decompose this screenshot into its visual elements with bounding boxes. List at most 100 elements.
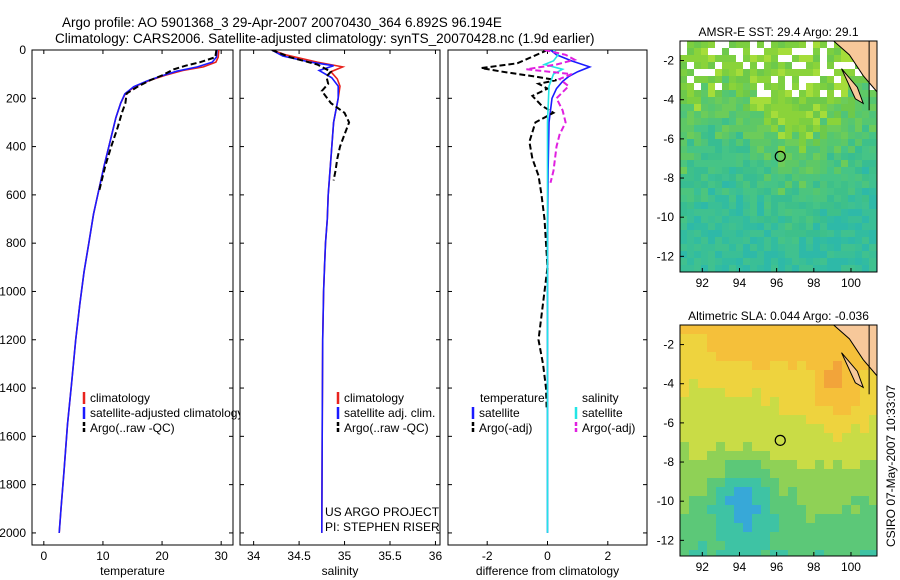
map-cell — [770, 397, 780, 407]
map-cell — [792, 209, 800, 217]
map-cell — [764, 62, 772, 70]
map-cell — [687, 251, 695, 259]
map-cell — [761, 460, 771, 470]
map-cell — [680, 469, 690, 479]
map-cell — [680, 532, 690, 542]
map-cell — [833, 361, 843, 371]
map-cell — [687, 195, 695, 203]
map-cell — [729, 174, 737, 182]
map-cell — [855, 132, 863, 140]
map-cell — [736, 174, 744, 182]
map-cell — [687, 202, 695, 210]
map-cell — [824, 397, 834, 407]
map-cell — [869, 174, 877, 182]
map-cell — [701, 41, 709, 49]
map-cell — [785, 181, 793, 189]
map-cell — [743, 125, 751, 133]
map-cell — [771, 230, 779, 238]
map-cell — [694, 223, 702, 231]
profile-panel-salinity: 34 34.5 35 35.5 36salinityclimatologysatelli… — [239, 49, 442, 578]
map-cell — [715, 83, 723, 91]
map-cell — [687, 153, 695, 161]
map-cell — [725, 487, 735, 497]
series-line-satellite-adj-clim- — [271, 50, 339, 533]
map-cell — [743, 478, 753, 488]
map-cell — [722, 104, 730, 112]
map-cell — [820, 265, 828, 272]
map-cell — [734, 460, 744, 470]
map-cell — [689, 325, 699, 335]
map-cell — [734, 361, 744, 371]
map-cell — [815, 460, 825, 470]
map-cell — [862, 118, 870, 126]
map-cell — [778, 230, 786, 238]
map-cell — [743, 460, 753, 470]
map-cell — [842, 550, 852, 556]
map-cell — [860, 370, 870, 380]
map-cell — [734, 523, 744, 533]
x-tick-label: 34.5 — [287, 549, 311, 563]
map-cell — [827, 160, 835, 168]
map-cell — [729, 265, 737, 272]
map-cell — [734, 424, 744, 434]
map-cell — [848, 146, 856, 154]
map-cell — [851, 532, 861, 542]
map-cell — [680, 202, 688, 210]
land-mass — [832, 41, 877, 93]
y-tick-label: -10 — [657, 494, 675, 508]
map-cell — [743, 216, 751, 224]
map-cell — [701, 237, 709, 245]
map-cell — [824, 487, 834, 497]
map-cell — [862, 167, 870, 175]
map-cell — [771, 244, 779, 252]
map-cell — [827, 76, 835, 84]
map-cell — [701, 111, 709, 119]
map-cell — [788, 325, 798, 335]
map-cell — [698, 415, 708, 425]
map-cell — [689, 532, 699, 542]
map-cell — [779, 487, 789, 497]
map-cell — [855, 118, 863, 126]
map-cell — [771, 90, 779, 98]
map-cell — [771, 160, 779, 168]
map-cell — [729, 97, 737, 105]
map-cell — [869, 195, 877, 203]
map-cell — [761, 397, 771, 407]
map-cell — [715, 104, 723, 112]
map-cell — [734, 325, 744, 335]
map-cell — [729, 244, 737, 252]
map-cell — [771, 69, 779, 77]
map-cell — [779, 397, 789, 407]
map-cell — [764, 153, 772, 161]
map-cell — [698, 487, 708, 497]
map-cell — [788, 334, 798, 344]
map-cell — [824, 388, 834, 398]
map-cell — [778, 251, 786, 259]
map-cell — [778, 55, 786, 63]
map-cell — [687, 244, 695, 252]
map-cell — [771, 167, 779, 175]
map-cell — [729, 153, 737, 161]
map-cell — [757, 146, 765, 154]
map-cell — [869, 265, 877, 272]
map-cell — [827, 41, 835, 49]
map-cell — [778, 118, 786, 126]
map-cell — [770, 505, 780, 515]
map-cell — [797, 343, 807, 353]
map-cell — [757, 111, 765, 119]
map-cell — [792, 125, 800, 133]
map-cell — [841, 139, 849, 147]
map-cell — [842, 370, 852, 380]
map-cell — [860, 523, 870, 533]
map-cell — [771, 188, 779, 196]
map-cell — [764, 209, 772, 217]
map-cell — [729, 90, 737, 98]
map-cell — [694, 118, 702, 126]
map-cell — [694, 209, 702, 217]
map-cell — [778, 202, 786, 210]
map-cell — [743, 469, 753, 479]
map-cell — [743, 83, 751, 91]
map-cell — [716, 379, 726, 389]
map-cell — [848, 139, 856, 147]
